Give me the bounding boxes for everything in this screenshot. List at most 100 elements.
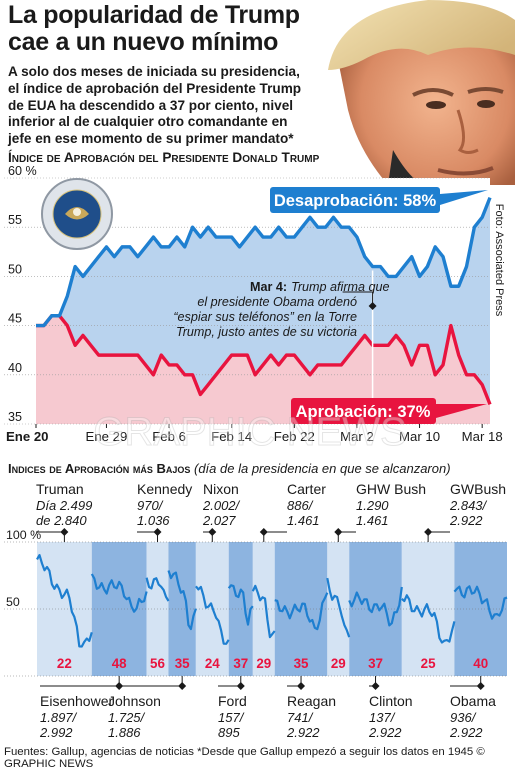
president-approval-line — [348, 586, 403, 627]
chart1-series — [36, 197, 492, 405]
chart1-title: Índice de Aprobación del Presidente Dona… — [8, 150, 320, 165]
lowest-value: 37 — [233, 656, 248, 671]
label-leader — [427, 531, 450, 542]
label-leader — [263, 531, 287, 542]
y-tick-label: 50 — [6, 595, 20, 609]
x-tick-label: Feb 22 — [274, 429, 315, 444]
annotation-line-2: el presidente Obama ordenó — [197, 295, 357, 309]
label-marker — [60, 528, 69, 536]
chart2-series — [36, 554, 508, 648]
president-detail: 1.897/ — [40, 710, 78, 725]
intro-line: A solo dos meses de iniciada su presiden… — [8, 64, 300, 79]
chart1-approval-area — [36, 315, 490, 424]
president-approval-line — [251, 584, 276, 639]
president-detail: 157/ — [218, 710, 245, 725]
label-leader — [450, 676, 482, 687]
chart1-background — [36, 178, 490, 424]
label-marker — [371, 682, 380, 690]
chart2-subtitle: (día de la presidencia en que se alcanza… — [194, 461, 451, 476]
approval-label-text: Aprobación: 37% — [296, 403, 431, 421]
president-detail: 1.290 — [356, 498, 389, 513]
president-detail: 2.922 — [368, 725, 402, 740]
president-detail: 137/ — [369, 710, 396, 725]
chart1-top-area — [36, 178, 490, 326]
x-tick-label: Mar 10 — [399, 429, 440, 444]
president-name: Clinton — [369, 693, 413, 709]
president-detail: 2.922 — [286, 725, 320, 740]
y-tick-label: 50 — [8, 262, 22, 276]
approval-label: Aprobación: 37% — [291, 398, 487, 424]
president-approval-line — [36, 554, 93, 648]
label-marker — [178, 682, 187, 690]
label-marker — [297, 682, 306, 690]
photo-credit: Foto: Associated Press — [493, 204, 505, 317]
chart1-x-tick-labels: Ene 20 Ene 29 Feb 6 Feb 14 Feb 22 Mar 2 Mar 10… — [6, 424, 503, 444]
president-approval-line — [326, 577, 351, 638]
label-leader — [40, 676, 120, 687]
lowest-value: 22 — [57, 656, 72, 671]
x-tick-label: Mar 2 — [340, 429, 374, 444]
label-marker — [208, 528, 217, 536]
president-detail: 970/ — [137, 498, 164, 513]
label-marker — [259, 528, 268, 536]
intro-line: jefe en ese momento de su primer mandato… — [8, 131, 294, 147]
disapproval-label: Desaprobación: 58% — [270, 187, 488, 213]
president-name: Eisenhower — [40, 693, 113, 709]
president-approval-line — [227, 584, 254, 626]
lowest-value: 48 — [112, 656, 127, 671]
president-detail: 2.027 — [202, 513, 236, 528]
chart2-low-values: 22 48 56 35 24 37 29 35 29 37 25 40 — [57, 656, 488, 671]
president-detail: 886/ — [287, 498, 314, 513]
president-detail: 741/ — [287, 710, 314, 725]
page-title: La popularidad de Trump cae a un nuevo m… — [8, 2, 338, 56]
chart1-disapproval-area — [36, 197, 490, 405]
president-detail: Día 2.499 — [36, 498, 92, 513]
label-marker — [236, 682, 245, 690]
president-approval-line — [90, 573, 148, 613]
chart1-y-tick-labels: 60 % 55 50 45 40 35 — [8, 164, 37, 424]
approval-chart: 60 % 55 50 45 40 35 Ene 20 Ene 29 Feb 6 Feb 14 Fe… — [4, 164, 505, 455]
label-marker — [153, 528, 162, 536]
president-approval-line — [401, 594, 456, 644]
label-leader — [337, 531, 356, 542]
lowest-value: 35 — [175, 656, 190, 671]
label-leader — [137, 531, 159, 542]
president-detail: 2.992 — [39, 725, 73, 740]
president-detail: 1.886 — [108, 725, 141, 740]
annotation-line-4: Trump, justo antes de su victoria — [176, 325, 357, 339]
president-detail: 1.461 — [356, 513, 389, 528]
president-name: Kennedy — [137, 481, 192, 497]
approval-line — [36, 314, 492, 405]
lowest-value: 29 — [331, 656, 346, 671]
x-tick-label: Feb 6 — [152, 429, 186, 444]
label-marker — [334, 528, 343, 536]
president-name: Carter — [287, 481, 326, 497]
y-tick-label: 45 — [8, 312, 22, 326]
president-detail: 1.036 — [137, 513, 170, 528]
x-tick-label: Mar 18 — [462, 429, 503, 444]
label-marker — [424, 528, 433, 536]
intro-line: de EUA ha descendido a 37 por ciento, ni… — [8, 97, 294, 113]
x-tick-label: Ene 29 — [86, 429, 128, 444]
annotation-text: Mar 4: Trump afirma que el presidente Oba… — [173, 280, 389, 339]
label-marker — [476, 682, 485, 690]
presidential-seal — [41, 178, 113, 250]
x-tick-label: Ene 20 — [6, 429, 49, 444]
chart2-title: Indices de Aprobación más Bajos (día de … — [8, 461, 451, 476]
y-tick-label: 35 — [8, 410, 22, 424]
lowest-value: 29 — [256, 656, 271, 671]
president-approval-line — [274, 592, 329, 631]
president-name: Reagan — [287, 693, 336, 709]
president-detail: 895 — [218, 725, 240, 740]
president-name: Truman — [36, 481, 84, 497]
intro-line: el índice de aprobación del Presidente T… — [8, 80, 302, 96]
footer-sources: Fuentes: Gallup, agencias de noticias *D… — [4, 746, 485, 770]
lowest-value: 37 — [368, 656, 383, 671]
president-approval-line — [167, 570, 197, 631]
president-name: Nixon — [203, 481, 239, 497]
president-detail: 2.922 — [449, 513, 483, 528]
y-tick-label: 40 — [8, 361, 22, 375]
lowest-value: 56 — [150, 656, 165, 671]
